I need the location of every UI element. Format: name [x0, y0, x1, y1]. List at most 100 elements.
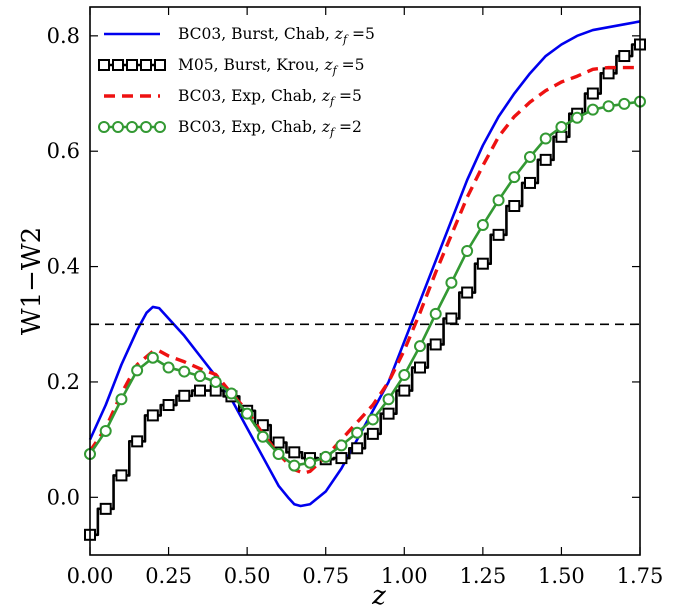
- series-line: [88, 20, 641, 508]
- data-point: [272, 448, 285, 461]
- data-point: [414, 340, 426, 353]
- legend-marker: [140, 121, 152, 133]
- x-tick-label: 0.75: [302, 564, 349, 588]
- data-point: [571, 111, 584, 124]
- data-point: [288, 446, 301, 459]
- data-point: [555, 130, 568, 143]
- data-point: [492, 194, 505, 207]
- y-tick-label: 0.0: [47, 485, 80, 509]
- legend-label: BC03, Exp, Chab, zf =5: [178, 87, 362, 108]
- legend-label: M05, Burst, Krou, zf =5: [178, 56, 364, 77]
- x-axis-title: z: [371, 581, 386, 611]
- ticks-layer: [89, 7, 641, 555]
- data-point: [241, 407, 254, 420]
- data-point: [225, 387, 238, 400]
- series-line: [88, 65, 640, 475]
- data-point: [194, 370, 206, 383]
- legend-entry-4: BC03, Exp, Chab, zf =2: [98, 118, 362, 139]
- data-point: [319, 450, 332, 463]
- data-point: [335, 439, 348, 452]
- data-point: [445, 276, 458, 289]
- x-tick-label: 1.75: [617, 564, 664, 588]
- data-point: [586, 103, 599, 116]
- data-point: [256, 430, 269, 443]
- data-point: [618, 97, 631, 110]
- y-tick-label: 0.6: [47, 139, 80, 163]
- data-point: [178, 389, 191, 402]
- data-point: [414, 361, 426, 374]
- data-point: [162, 399, 175, 412]
- legend-marker: [112, 59, 124, 71]
- data-point: [398, 369, 411, 382]
- data-point: [288, 459, 301, 472]
- y-tick-label: 0.4: [47, 255, 80, 279]
- data-point: [476, 219, 489, 232]
- data-point: [178, 365, 191, 378]
- x-tick-label: 1.50: [538, 564, 585, 588]
- data-point: [618, 50, 631, 63]
- data-point: [429, 338, 442, 351]
- legend-marker: [140, 59, 152, 71]
- data-point: [445, 312, 458, 325]
- legend-marker: [112, 121, 124, 133]
- data-point: [131, 435, 144, 448]
- data-point: [366, 413, 379, 426]
- legend-marker: [154, 59, 166, 71]
- data-point: [99, 502, 112, 515]
- series-3: [88, 65, 640, 475]
- plot-frame: [89, 6, 641, 556]
- data-point: [508, 200, 521, 213]
- data-point: [335, 452, 348, 465]
- data-point: [539, 153, 552, 166]
- series-line: [90, 43, 640, 537]
- series-4: [84, 95, 646, 472]
- legend-label: BC03, Burst, Chab, zf =5: [178, 25, 375, 46]
- legend-label: BC03, Exp, Chab, zf =2: [178, 118, 362, 139]
- data-point: [524, 176, 536, 189]
- data-point: [146, 409, 159, 422]
- data-point: [602, 67, 615, 80]
- data-point: [586, 87, 599, 100]
- data-point: [131, 364, 144, 377]
- data-point: [366, 427, 379, 440]
- data-point: [382, 393, 395, 406]
- data-point: [398, 384, 411, 397]
- legend-entry-1: BC03, Burst, Chab, zf =5: [104, 25, 375, 46]
- data-point: [461, 286, 474, 299]
- data-point: [524, 150, 536, 163]
- data-point: [476, 257, 489, 270]
- x-tick-label: 0.50: [224, 564, 271, 588]
- legend-entry-3: BC03, Exp, Chab, zf =5: [104, 87, 362, 108]
- series-1: [88, 20, 641, 508]
- data-point: [351, 426, 364, 439]
- x-tick-label: 1.25: [459, 564, 506, 588]
- data-point: [539, 132, 552, 145]
- data-point: [115, 393, 128, 406]
- tick-labels-layer: 0.00 0.25 0.50 0.75 1.00 1.25 1.50 1.75 0.0 0.2 0.…: [47, 24, 664, 588]
- data-point: [602, 100, 615, 113]
- data-point: [461, 245, 474, 258]
- y-axis-title: W1−W2: [17, 227, 47, 335]
- y-tick-label: 0.2: [47, 370, 80, 394]
- x-tick-label: 0.00: [67, 564, 114, 588]
- data-point: [272, 436, 285, 449]
- data-point: [304, 456, 316, 469]
- data-point: [492, 228, 505, 241]
- x-tick-label: 0.25: [145, 564, 192, 588]
- y-tick-label: 0.8: [47, 24, 80, 48]
- legend-marker: [98, 59, 110, 71]
- legend-entry-2: M05, Burst, Krou, zf =5: [98, 56, 364, 77]
- data-point: [351, 442, 364, 455]
- data-point: [382, 407, 395, 420]
- data-point: [209, 375, 222, 388]
- x-tick-label: 1.00: [381, 564, 428, 588]
- data-point: [555, 120, 568, 133]
- data-point: [429, 307, 442, 320]
- data-point: [99, 424, 112, 437]
- legend-marker: [126, 59, 138, 71]
- data-point: [146, 351, 159, 364]
- legend: BC03, Burst, Chab, zf =5 M05, Burst, Krou…: [98, 25, 375, 139]
- legend-marker: [154, 121, 166, 133]
- legend-marker: [126, 121, 138, 133]
- legend-marker: [98, 121, 110, 133]
